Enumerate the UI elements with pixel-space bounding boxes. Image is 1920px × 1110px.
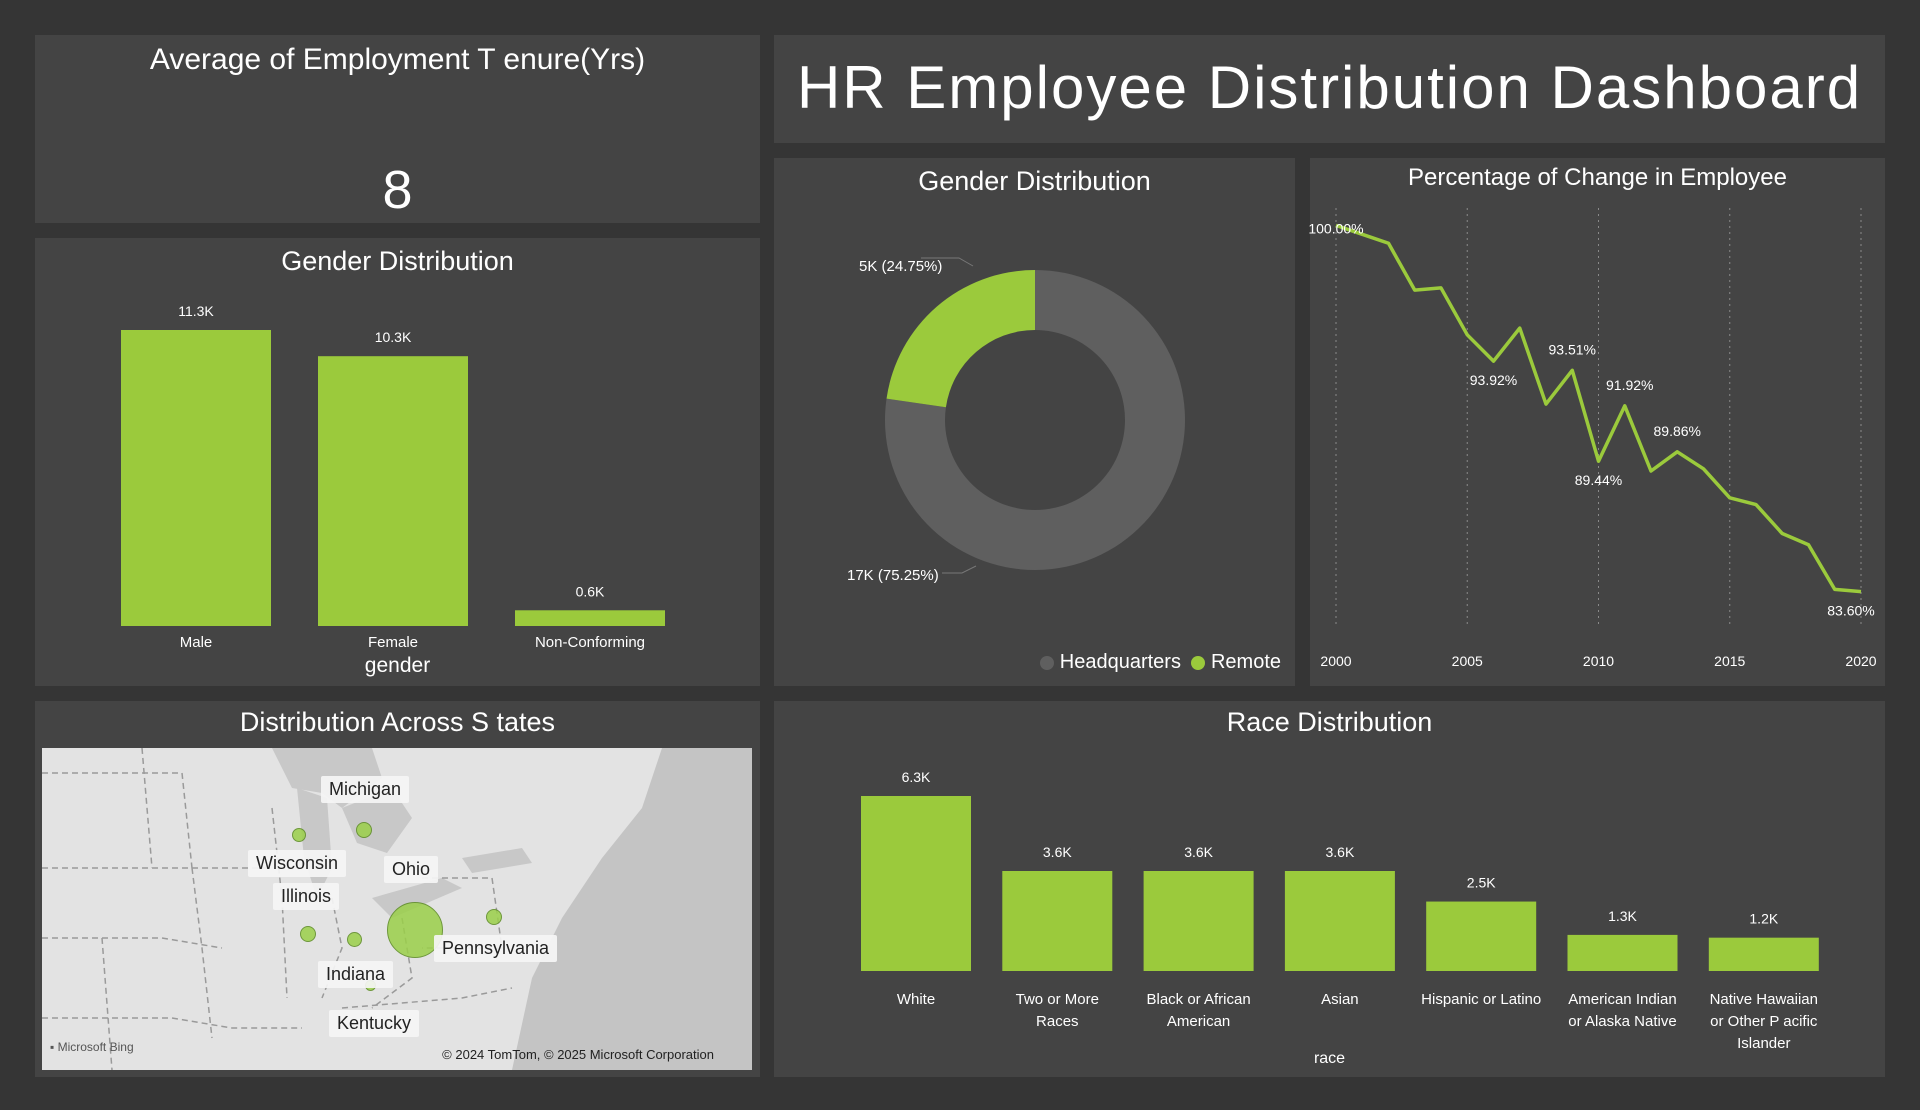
donut-slice-headquarters[interactable]: [885, 270, 1185, 570]
bar-category-male: Male: [180, 634, 213, 651]
race-bar-white[interactable]: [861, 796, 971, 971]
line-point-label-2009: 93.51%: [1549, 341, 1596, 357]
donut-leader-headquarters: [942, 565, 977, 574]
donut-leader-remote: [921, 257, 974, 267]
bar-category-female: Female: [368, 634, 418, 651]
line-series[interactable]: [1335, 223, 1862, 594]
dashboard-header: HR Employee Distribution Dashboard: [774, 35, 1885, 143]
gender-bar-xlabel: gender: [364, 654, 431, 677]
kpi-title: Average of Employment T enure(Yrs): [149, 43, 646, 76]
bing-logo-text: ▪ Microsoft Bing: [50, 1040, 134, 1054]
line-point-label-2020: 83.60%: [1827, 603, 1874, 619]
race-bar-two-or-more-races[interactable]: [1002, 871, 1113, 971]
line-title: Percentage of Change in Employee: [1408, 164, 1787, 191]
bubble-pennsylvania[interactable]: [486, 909, 502, 925]
race-bar-category-american-indian-or-alaska-native: American Indian or Alaska Native: [1568, 991, 1676, 1030]
bar-value-non-conforming: 0.6K: [576, 583, 605, 599]
gender-bar-chart: 11.3K Male 10.3K Female 0.6K Non-Conforming: [121, 303, 665, 651]
race-bar-value-white: 6.3K: [902, 769, 931, 785]
race-bar-value-black-or-african-american: 3.6K: [1184, 844, 1213, 860]
map-label-ohio: Ohio: [384, 856, 439, 883]
kpi-card: Average of Employment T enure(Yrs) 8: [35, 35, 760, 223]
line-xtick-2005: 2005: [1452, 653, 1483, 669]
line-panel: Percentage of Change in Employee 2000 200…: [1308, 158, 1885, 686]
map-canvas[interactable]: ▪ Microsoft Bing Michigan Wisconsin Ohio…: [42, 748, 752, 1070]
map-label-pennsylvania: Pennsylvania: [434, 935, 558, 962]
gender-bar-panel: Gender Distribution 11.3K Male 10.3K Female…: [35, 238, 760, 686]
race-bar-value-hispanic-or-latino: 2.5K: [1467, 875, 1496, 891]
race-bar-category-white: White: [897, 991, 935, 1008]
kpi-value: 8: [382, 160, 413, 220]
legend-item-remote: Remote: [1190, 651, 1281, 674]
bubble-ohio[interactable]: [387, 902, 443, 958]
line-point-label-2006: 93.92%: [1470, 372, 1517, 388]
race-bar-chart: 6.3K White 3.6K Two or More Races 3.6K Black o…: [861, 769, 1819, 1052]
line-xtick-2015: 2015: [1714, 653, 1745, 669]
line-xtick-2000: 2000: [1320, 653, 1351, 669]
map-panel: Distribution Across S tates: [35, 701, 760, 1077]
map-label-michigan: Michigan: [321, 776, 410, 803]
map-label-indiana: Indiana: [318, 961, 394, 988]
map-label-kentucky: Kentucky: [329, 1010, 420, 1037]
race-bar-value-two-or-more-races: 3.6K: [1043, 844, 1072, 860]
gender-bar-title: Gender Distribution: [281, 246, 514, 276]
race-title: Race Distribution: [1226, 707, 1433, 737]
race-bar-value-native-hawaiian-or-other-p-acific-islander: 1.2K: [1749, 911, 1778, 927]
line-point-label-2011: 91.92%: [1606, 377, 1653, 393]
legend-remote-label: Remote: [1210, 651, 1281, 673]
bar-male[interactable]: [121, 330, 271, 626]
legend-headquarters-label: Headquarters: [1059, 651, 1181, 673]
map-label-illinois: Illinois: [273, 883, 340, 910]
donut-legend: Headquarters Remote: [1030, 651, 1281, 674]
legend-remote-dot: [1190, 655, 1205, 670]
race-bar-asian[interactable]: [1284, 871, 1395, 971]
race-bar-xlabel: race: [1313, 1050, 1346, 1067]
race-bar-category-asian: Asian: [1321, 991, 1359, 1008]
donut-label-headquarters: 17K (75.25%): [847, 567, 939, 584]
bubble-wisconsin[interactable]: [292, 828, 306, 842]
bubble-illinois[interactable]: [300, 926, 316, 942]
race-bar-american-indian-or-alaska-native[interactable]: [1567, 934, 1678, 971]
line-xtick-2020: 2020: [1845, 653, 1876, 669]
bubble-indiana[interactable]: [347, 932, 362, 947]
map-label-wisconsin: Wisconsin: [248, 850, 347, 877]
bar-category-non-conforming: Non-Conforming: [535, 634, 645, 651]
legend-item-headquarters: Headquarters: [1039, 651, 1181, 674]
race-bar-value-asian: 3.6K: [1325, 844, 1354, 860]
race-bar-category-two-or-more-races: Two or More Races: [1016, 991, 1099, 1030]
race-bar-category-black-or-african-american: Black or African American: [1146, 991, 1250, 1030]
dashboard-title: HR Employee Distribution Dashboard: [796, 54, 1863, 121]
bubble-michigan[interactable]: [356, 822, 372, 838]
bar-female[interactable]: [318, 356, 468, 626]
legend-headquarters-dot: [1039, 655, 1054, 670]
bar-value-male: 11.3K: [178, 303, 214, 319]
line-chart: 2000 2005 2010 2015 2020 100.00% 93.92% 93.51% 8…: [1308, 208, 1877, 669]
race-bar-category-hispanic-or-latino: Hispanic or Latino: [1421, 991, 1541, 1008]
race-bar-black-or-african-american[interactable]: [1143, 871, 1254, 971]
bar-non-conforming[interactable]: [515, 610, 665, 626]
race-bar-hispanic-or-latino[interactable]: [1426, 901, 1537, 971]
line-point-label-2010: 89.44%: [1575, 472, 1622, 488]
race-bar-value-american-indian-or-alaska-native: 1.3K: [1608, 908, 1637, 924]
donut-chart: 5K (24.75%) 17K (75.25%): [847, 257, 1185, 584]
race-bar-category-native-hawaiian-or-other-p-acific-islander: Native Hawaiian or Other P acific Islander: [1710, 991, 1818, 1052]
donut-panel: Gender Distribution 5K (24.75%) 17K (75.2…: [774, 158, 1295, 686]
bar-value-female: 10.3K: [375, 329, 412, 345]
line-xtick-2010: 2010: [1583, 653, 1614, 669]
donut-label-remote: 5K (24.75%): [859, 258, 942, 275]
race-panel: Race Distribution 6.3K White 3.6K Two or Mo…: [774, 701, 1885, 1077]
donut-slice-remote[interactable]: [886, 270, 1035, 408]
race-bar-native-hawaiian-or-other-p-acific-islander[interactable]: [1708, 937, 1819, 971]
donut-title: Gender Distribution: [918, 166, 1151, 196]
map-attribution: © 2024 TomTom, © 2025 Microsoft Corporat…: [442, 1047, 714, 1062]
line-point-label-2013: 89.86%: [1654, 423, 1701, 439]
map-title: Distribution Across S tates: [239, 707, 556, 737]
line-point-label-2000: 100.00%: [1308, 220, 1363, 236]
